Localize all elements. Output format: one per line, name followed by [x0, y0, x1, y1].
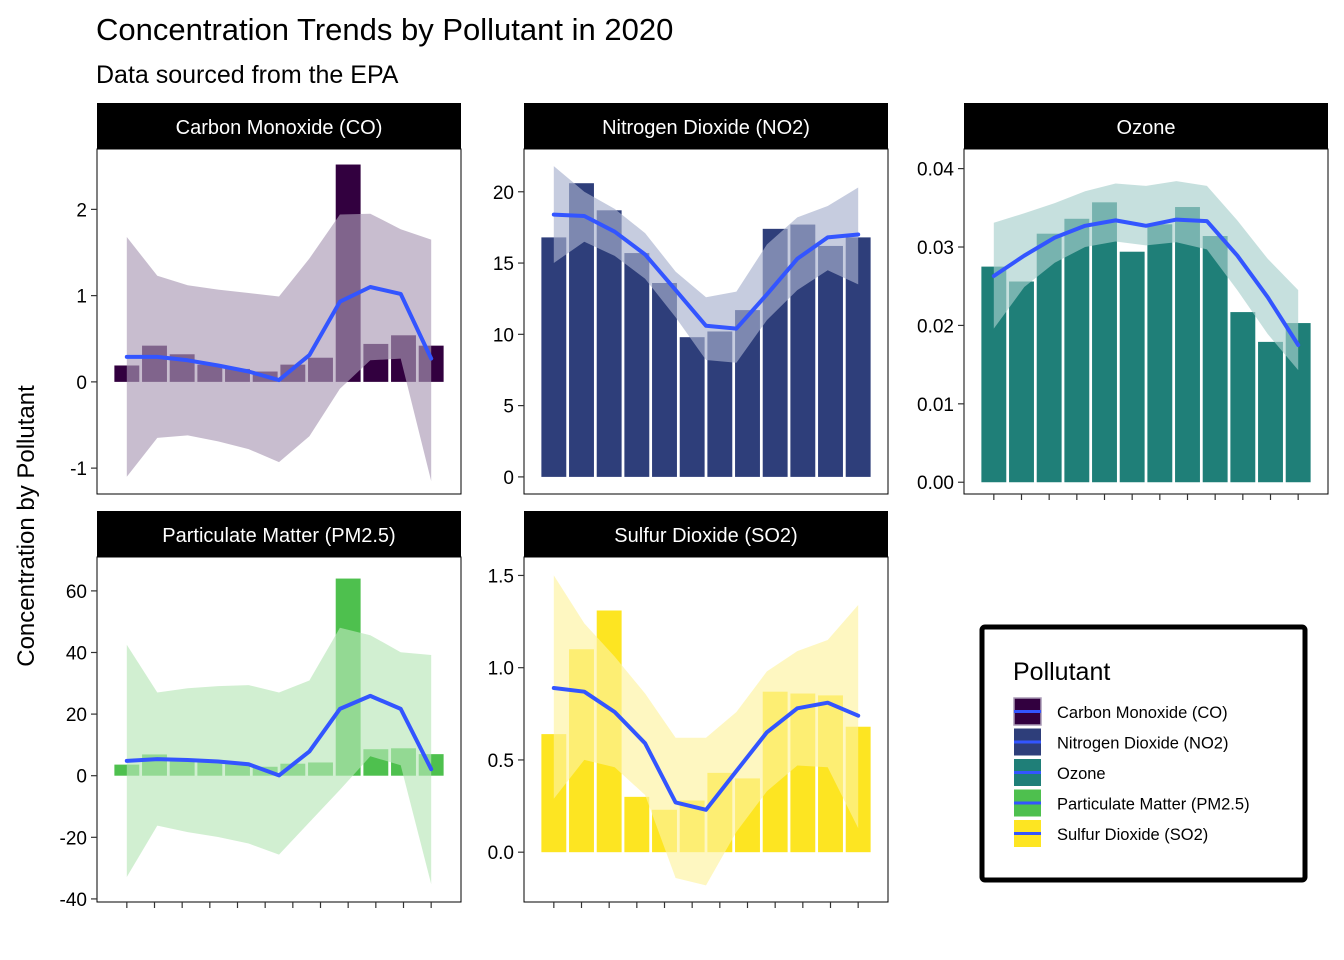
legend-label: Sulfur Dioxide (SO2)	[1057, 826, 1208, 844]
y-axis-label: Concentration by Pollutant	[13, 385, 40, 667]
panel-nitrogen-dioxide-no2: Nitrogen Dioxide (NO2) 0 5 10 15 20	[493, 103, 889, 495]
legend-entry-sulfur-dioxide-so2: Sulfur Dioxide (SO2)	[1014, 820, 1208, 847]
bar	[1036, 233, 1062, 483]
y-tick-label: 0.04	[917, 160, 954, 181]
y-tick-label: 40	[66, 643, 87, 664]
confidence-band	[126, 627, 432, 885]
bar	[652, 283, 677, 477]
facet-strip-label: Sulfur Dioxide (SO2)	[614, 525, 797, 547]
y-tick-label: 0.00	[917, 473, 954, 494]
smooth-line	[991, 217, 1301, 347]
bar	[1064, 218, 1090, 483]
panel-carbon-monoxide-co: Carbon Monoxide (CO) -1 0 1 2	[70, 103, 462, 495]
smooth-line	[124, 693, 434, 778]
smooth-line	[124, 285, 434, 383]
panel-border	[96, 556, 462, 903]
y-tick-label: 0	[76, 373, 87, 394]
facet-strip-label: Ozone	[1117, 117, 1176, 139]
legend-entry-particulate-matter-pm2-5: Particulate Matter (PM2.5)	[1014, 789, 1250, 817]
facet-strip	[524, 103, 888, 149]
panel-border	[523, 556, 889, 903]
legend-entry-carbon-monoxide-co: Carbon Monoxide (CO)	[1013, 697, 1228, 726]
y-tick-label: -1	[70, 459, 87, 480]
y-tick-label: 0.0	[488, 843, 514, 864]
panel-border	[963, 148, 1329, 495]
facet-strip-label: Particulate Matter (PM2.5)	[162, 525, 395, 547]
panel-border	[523, 148, 889, 495]
y-tick-label: 5	[503, 397, 514, 418]
bar	[624, 253, 650, 477]
chart-subtitle: Data sourced from the EPA	[96, 61, 399, 89]
bar	[624, 796, 650, 853]
facet-strip	[97, 103, 461, 149]
y-tick-label: 1.5	[488, 566, 514, 587]
facet-panels: Carbon Monoxide (CO) -1 0 1 2 Nitrogen Dioxid…	[60, 103, 1329, 911]
legend-entry-ozone: Ozone	[1014, 759, 1106, 786]
y-tick-label: 1	[76, 287, 87, 308]
facet-strip	[524, 511, 888, 557]
smooth-line	[551, 686, 861, 812]
confidence-band	[553, 575, 859, 886]
chart-title: Concentration Trends by Pollutant in 202…	[96, 12, 673, 47]
y-tick-label: 0.01	[917, 395, 954, 416]
bar	[1175, 207, 1200, 483]
bar	[1147, 224, 1173, 483]
panel-sulfur-dioxide-so2: Sulfur Dioxide (SO2) 0.0 0.5 1.0 1.5	[488, 511, 889, 908]
panel-border	[96, 148, 462, 495]
legend-label: Particulate Matter (PM2.5)	[1057, 796, 1250, 814]
legend-label: Nitrogen Dioxide (NO2)	[1057, 735, 1228, 753]
legend-box	[979, 624, 1308, 883]
confidence-band	[993, 181, 1299, 371]
y-tick-label: -20	[60, 828, 87, 849]
y-tick-label: 0	[76, 767, 87, 788]
bar	[1230, 312, 1256, 483]
legend-label: Ozone	[1057, 765, 1106, 783]
y-tick-label: 1.0	[488, 659, 514, 680]
y-tick-label: 10	[493, 325, 514, 346]
bar	[1202, 236, 1228, 483]
panel-particulate-matter-pm2-5: Particulate Matter (PM2.5) -40 -20 0 20 40 60	[60, 511, 462, 911]
legend-title: Pollutant	[1013, 658, 1110, 686]
confidence-band	[126, 213, 432, 482]
y-tick-label: 20	[493, 183, 514, 204]
y-tick-label: 60	[66, 582, 87, 603]
y-tick-label: -40	[60, 890, 87, 911]
y-tick-label: 0.5	[488, 751, 514, 772]
panel-ozone: Ozone 0.00 0.01 0.02 0.03 0.04	[917, 103, 1329, 500]
bar	[679, 337, 705, 477]
y-tick-label: 0	[503, 468, 514, 489]
y-tick-label: 15	[493, 254, 514, 275]
bar	[1092, 202, 1117, 483]
legend: Pollutant Carbon Monoxide (CO) Nitrogen Di…	[979, 624, 1308, 883]
legend-label: Carbon Monoxide (CO)	[1057, 704, 1228, 722]
bar	[541, 237, 567, 477]
facet-strip	[964, 103, 1328, 149]
bar	[1119, 251, 1145, 483]
y-tick-label: 20	[66, 705, 87, 726]
bar	[818, 245, 843, 477]
y-tick-label: 0.03	[917, 238, 954, 259]
smooth-line	[551, 212, 861, 331]
bar	[1009, 281, 1034, 483]
legend-entry-nitrogen-dioxide-no2: Nitrogen Dioxide (NO2)	[1014, 728, 1228, 756]
bar	[1258, 341, 1283, 483]
y-tick-label: 2	[76, 200, 87, 221]
facet-strip-label: Carbon Monoxide (CO)	[176, 117, 383, 139]
facet-strip	[97, 511, 461, 557]
y-tick-label: 0.02	[917, 316, 954, 337]
facet-strip-label: Nitrogen Dioxide (NO2)	[602, 117, 810, 139]
